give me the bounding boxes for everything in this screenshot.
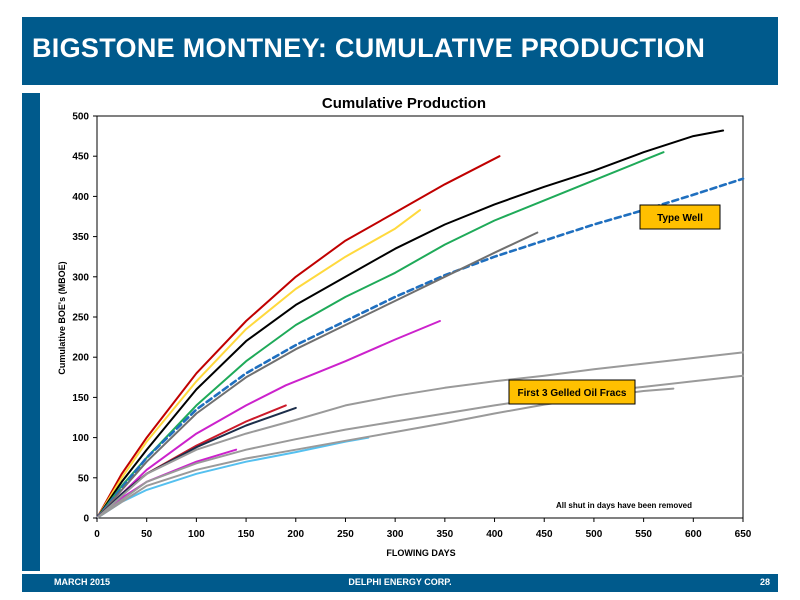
type-well-label: Type Well <box>657 213 703 224</box>
x-tick-label: 50 <box>141 529 153 540</box>
footer-company: DELPHI ENERGY CORP. <box>348 577 452 587</box>
slide-header: BIGSTONE MONTNEY: CUMULATIVE PRODUCTION <box>22 17 778 85</box>
x-tick-label: 150 <box>238 529 255 540</box>
y-tick-label: 500 <box>72 112 89 123</box>
x-tick-label: 300 <box>387 529 404 540</box>
series-layer <box>95 129 745 520</box>
y-tick-label: 400 <box>72 192 89 203</box>
x-tick-label: 550 <box>635 529 652 540</box>
y-axis-title: Cumulative BOE's (MBOE) <box>57 261 67 374</box>
x-axis-ticks: 0 50 100 150 200 250 300 350 400 450 500 550 600 650 <box>94 518 752 540</box>
left-accent-bar <box>22 93 40 571</box>
x-tick-label: 350 <box>437 529 454 540</box>
gelled-frac-label: First 3 Gelled Oil Fracs <box>518 388 627 399</box>
y-tick-label: 0 <box>83 514 89 525</box>
y-tick-label: 150 <box>72 393 89 404</box>
plot-area <box>96 115 744 519</box>
y-tick-label: 300 <box>72 272 89 283</box>
x-tick-label: 400 <box>486 529 503 540</box>
slide-footer: MARCH 2015 DELPHI ENERGY CORP. 28 <box>22 574 778 592</box>
x-tick-label: 650 <box>735 529 752 540</box>
series-line-2 <box>96 209 421 519</box>
plot-border <box>96 115 744 519</box>
shut-in-note: All shut in days have been removed <box>556 501 692 510</box>
series-line-6 <box>96 231 539 519</box>
x-tick-label: 200 <box>287 529 304 540</box>
page-number: 28 <box>759 577 770 587</box>
series-line-4 <box>96 151 665 519</box>
y-tick-label: 100 <box>72 433 89 444</box>
x-tick-label: 450 <box>536 529 553 540</box>
y-tick-label: 50 <box>78 473 90 484</box>
y-tick-label: 350 <box>72 232 89 243</box>
y-tick-label: 200 <box>72 353 89 364</box>
x-tick-label: 600 <box>685 529 702 540</box>
series-line-5 <box>95 177 745 520</box>
y-axis-ticks: 0 50 100 150 200 250 300 350 400 450 500 <box>72 112 97 525</box>
chart-title: Cumulative Production <box>322 95 486 112</box>
x-tick-label: 100 <box>188 529 205 540</box>
series-line-3 <box>96 129 725 519</box>
x-tick-label: 500 <box>586 529 603 540</box>
series-line-1 <box>96 155 501 519</box>
series-line-7 <box>96 320 441 519</box>
slide-title: BIGSTONE MONTNEY: CUMULATIVE PRODUCTION <box>32 33 706 63</box>
series-line-12 <box>96 351 744 519</box>
x-axis-title: FLOWING DAYS <box>386 548 455 558</box>
x-tick-label: 0 <box>94 529 100 540</box>
footer-date: MARCH 2015 <box>54 577 111 587</box>
x-tick-label: 250 <box>337 529 354 540</box>
y-tick-label: 250 <box>72 313 89 324</box>
gelled-frac-callout <box>508 379 636 405</box>
y-tick-label: 450 <box>72 152 89 163</box>
type-well-callout <box>639 204 721 230</box>
series-line-9 <box>96 406 297 519</box>
